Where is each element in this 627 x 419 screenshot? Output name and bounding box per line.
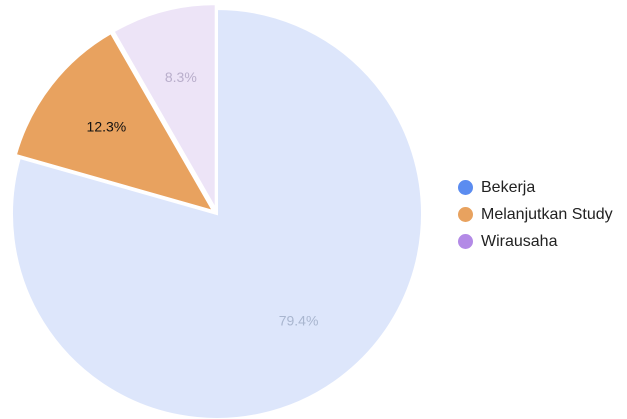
legend-item-bekerja[interactable]: Bekerja [458,176,613,199]
legend-swatch-wirausaha [458,234,473,249]
legend-label-bekerja: Bekerja [481,178,536,196]
slice-label-melanjutkan-study: 12.3% [87,118,127,134]
slice-label-bekerja: 79.4% [279,313,319,329]
legend-label-wirausaha: Wirausaha [481,232,558,250]
pie-slice-wirausaha[interactable] [112,3,217,213]
pie-slice-bekerja[interactable] [11,7,423,419]
legend-item-melanjutkan-study[interactable]: Melanjutkan Study [458,203,613,226]
legend: Bekerja Melanjutkan Study Wirausaha [458,176,613,253]
pie-slice-melanjutkan-study[interactable] [14,31,216,213]
legend-label-melanjutkan-study: Melanjutkan Study [481,205,613,223]
legend-swatch-melanjutkan-study [458,207,473,222]
slice-label-wirausaha: 8.3% [165,69,197,85]
legend-swatch-bekerja [458,180,473,195]
legend-item-wirausaha[interactable]: Wirausaha [458,230,613,253]
